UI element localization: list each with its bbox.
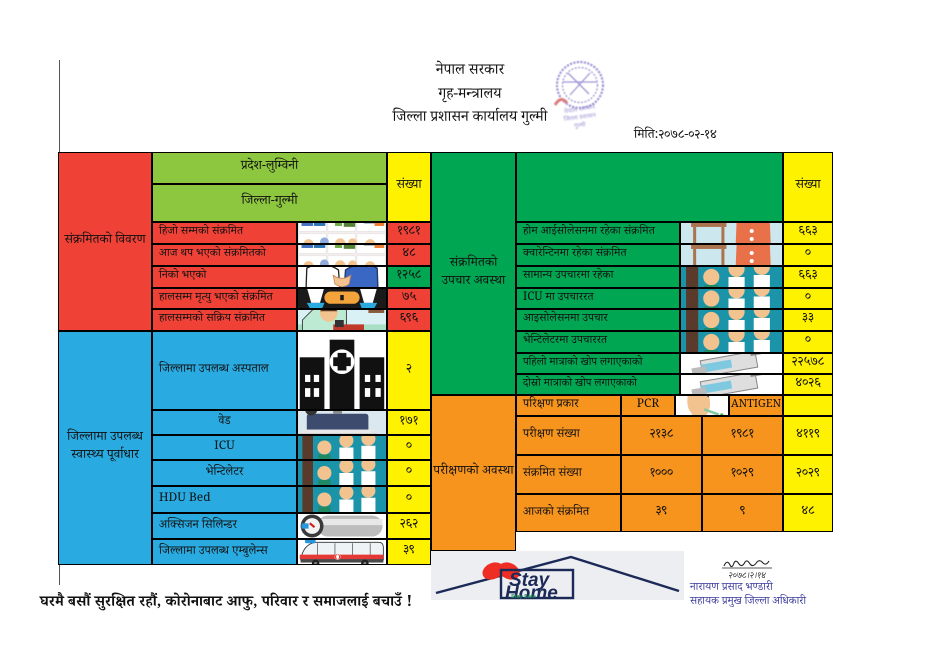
svg-text:Stay Safe: Stay Safe	[511, 594, 536, 600]
svg-text:गुल्मी: गुल्मी	[574, 120, 587, 129]
